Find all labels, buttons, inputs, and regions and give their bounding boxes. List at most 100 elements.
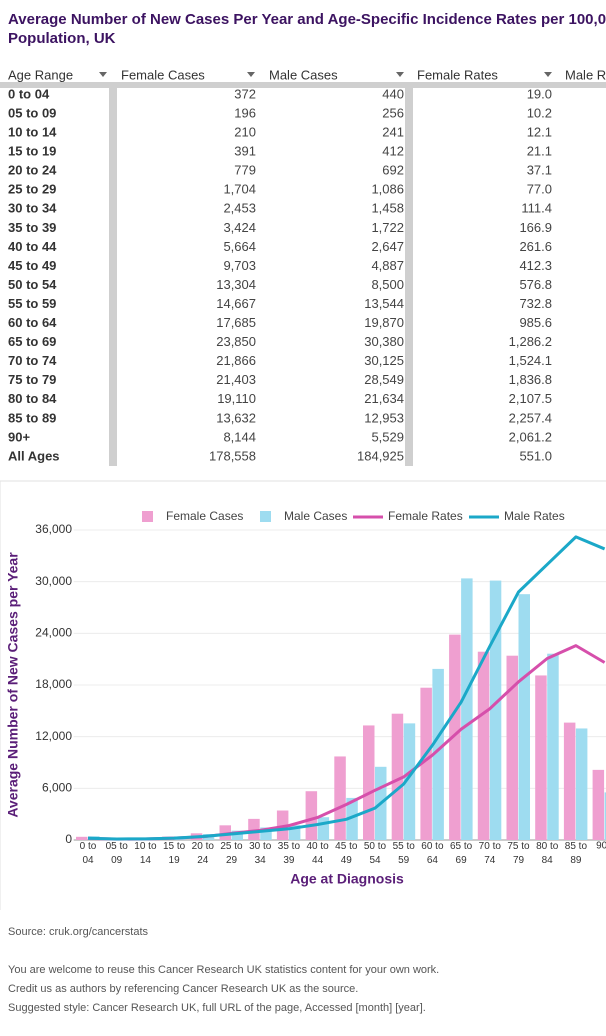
cell: 28,549 [364, 372, 404, 387]
cell: 1,722 [371, 220, 404, 235]
bar [260, 827, 272, 840]
source: Source: cruk.org/cancerstats [8, 926, 149, 938]
cell: 1,836.8 [509, 372, 552, 387]
cell: 21,634 [364, 391, 404, 406]
x-tick-label: 75 to 79 [507, 841, 530, 866]
x-tick-label: 45 to 49 [335, 841, 358, 866]
y-tick-label: 36,000 [35, 522, 72, 536]
bar [76, 836, 88, 840]
bar [420, 687, 432, 840]
y-tick-label: 24,000 [35, 626, 72, 640]
bar [391, 713, 404, 840]
bar [506, 655, 518, 840]
cell: 1,524.1 [509, 353, 552, 368]
cell: 241 [382, 125, 404, 140]
cell: 23,850 [216, 334, 256, 349]
cell: 10.2 [527, 105, 552, 120]
x-tick-label: 70 to 74 [479, 841, 502, 866]
row-label: 65 to 69 [8, 334, 56, 349]
row-label: 0 to 04 [8, 86, 50, 101]
bar [563, 722, 576, 840]
cell: 184,925 [357, 448, 404, 463]
bar [604, 792, 606, 840]
x-axis-title: Age at Diagnosis [290, 871, 404, 887]
x-tick-label: 15 to 19 [163, 841, 186, 866]
cell: 391 [234, 144, 256, 159]
cell: 30,125 [364, 353, 404, 368]
bar [248, 818, 260, 840]
bar [317, 817, 330, 840]
cell: 17,685 [216, 315, 256, 330]
y-tick-label: 12,000 [35, 729, 72, 743]
row-label: 05 to 09 [8, 105, 56, 120]
legend-label: Male Rates [504, 509, 565, 523]
row-label: 90+ [8, 429, 30, 444]
cell: 111.4 [521, 201, 552, 216]
x-tick-label: 10 to 14 [134, 841, 157, 866]
cell: 261.6 [519, 239, 552, 254]
cell: 12.1 [527, 125, 552, 140]
cell: 9,703 [223, 258, 256, 273]
note: Credit us as authors by referencing Canc… [8, 983, 358, 995]
bar [403, 723, 416, 840]
bar [592, 769, 605, 840]
row-label: 30 to 34 [8, 201, 57, 216]
x-tick-label: 05 to 09 [106, 841, 129, 866]
cell: 210 [234, 125, 256, 140]
row-label: 35 to 39 [8, 220, 56, 235]
bar [547, 653, 559, 840]
bar [477, 651, 490, 840]
cell: 178,558 [209, 448, 256, 463]
cell: 576.8 [519, 277, 552, 292]
cell: 12,953 [364, 410, 404, 425]
cell: 13,544 [364, 296, 404, 311]
x-tick-label: 65 to 69 [450, 841, 473, 866]
sort-arrow [247, 72, 255, 77]
row-label: 60 to 64 [8, 315, 57, 330]
cell: 166.9 [519, 220, 552, 235]
line [87, 535, 606, 841]
bar [334, 756, 346, 840]
cell: 5,529 [371, 429, 404, 444]
row-label: 80 to 84 [8, 391, 57, 406]
x-tick-label: 25 to 29 [220, 841, 243, 866]
x-tick-label: 80 to 84 [536, 841, 559, 866]
cell: 440 [382, 86, 404, 101]
cell: 1,704 [223, 182, 256, 197]
cell: 21,866 [216, 353, 256, 368]
cell: 1,086 [371, 182, 404, 197]
x-tick-label: 40 to 44 [306, 841, 329, 866]
bar [518, 594, 530, 840]
cell: 19.0 [527, 86, 552, 101]
x-tick-label: 0 to 04 [80, 841, 97, 866]
cell: 19,870 [364, 315, 404, 330]
bar [231, 830, 243, 840]
x-tick-label: 90+ [596, 841, 606, 852]
row-label: 50 to 54 [8, 277, 57, 292]
sort-arrow [99, 72, 107, 77]
x-tick-label: 30 to 34 [249, 841, 272, 866]
cell: 372 [234, 86, 256, 101]
cell: 732.8 [519, 296, 552, 311]
y-tick-label: 30,000 [35, 574, 72, 588]
x-tick-label: 60 to 64 [421, 841, 444, 866]
cell: 21,403 [216, 372, 256, 387]
cell: 2,107.5 [509, 391, 552, 406]
bar [575, 728, 588, 840]
y-axis-title: Average Number of New Cases per Year [5, 552, 21, 818]
cell: 19,110 [217, 391, 256, 406]
legend-label: Female Cases [166, 509, 243, 523]
sort-arrow [396, 72, 404, 77]
x-tick-label: 35 to 39 [278, 841, 301, 866]
bar [449, 634, 461, 840]
cell: 13,632 [216, 410, 256, 425]
row-label: 75 to 79 [8, 372, 56, 387]
cell: 1,458 [371, 201, 404, 216]
column-header: Male Cases [269, 67, 338, 82]
cell: 2,257.4 [509, 410, 552, 425]
row-label: 20 to 24 [8, 163, 57, 178]
cell: 412.3 [519, 258, 552, 273]
cell: 2,647 [371, 239, 404, 254]
cell: 985.6 [519, 315, 552, 330]
